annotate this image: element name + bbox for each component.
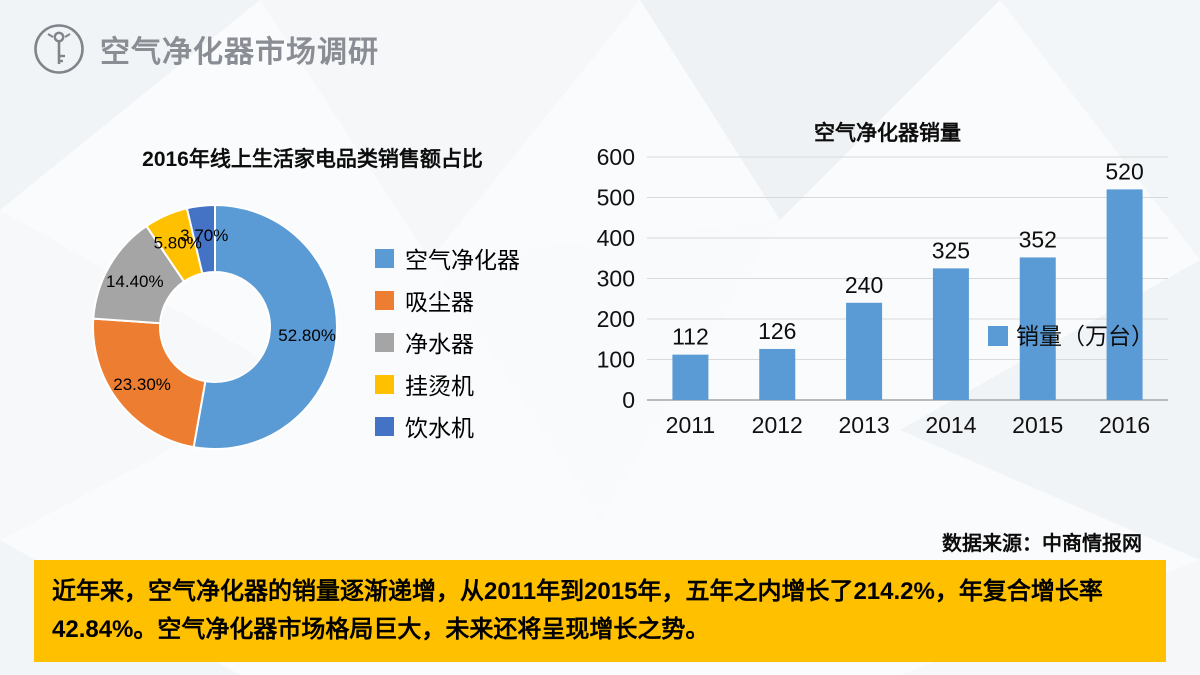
- y-axis-tick-label: 100: [597, 347, 635, 373]
- pie-slice: [92, 317, 207, 449]
- y-axis-tick-label: 0: [622, 387, 635, 413]
- data-source-note: 数据来源：中商情报网: [942, 533, 1142, 555]
- summary-line-1: 近年来，空气净化器的销量逐渐递增，从2011年到2015年，五年之内增长了214…: [52, 578, 1103, 606]
- bar-chart: 0 100 200 300 400 500 600 112 2011 126 2012 240 2013…: [597, 144, 1168, 438]
- legend-swatch: [375, 332, 394, 352]
- bar: [759, 348, 796, 400]
- bar-value-label: 352: [1019, 226, 1057, 252]
- legend-label: 挂烫机: [405, 373, 474, 399]
- bar-value-label: 126: [758, 318, 796, 344]
- bar-chart-panel: 空气净化器销量 0 100 200 300 400 500 600 112 2011 126 201…: [595, 105, 1180, 457]
- pie-data-label: 5.80%: [154, 233, 202, 252]
- pie-data-label: 52.80%: [278, 326, 336, 345]
- bar-chart-title: 空气净化器销量: [814, 122, 961, 145]
- legend-item: 吸尘器: [375, 288, 520, 315]
- bar-value-label: 520: [1105, 158, 1143, 184]
- x-axis-category-label: 2012: [752, 412, 803, 438]
- x-axis-category-label: 2013: [838, 412, 889, 438]
- legend-item: 空气净化器: [375, 246, 520, 273]
- bar-value-label: 325: [932, 237, 970, 263]
- pie-chart-panel: 2016年线上生活家电品类销售额占比 52.80% 23.30% 14.40% 5.8…: [60, 135, 565, 480]
- legend-item: 挂烫机: [375, 372, 520, 399]
- x-axis-category-label: 2011: [666, 412, 715, 438]
- y-axis-tick-label: 600: [597, 144, 635, 170]
- x-axis-category-label: 2014: [925, 412, 976, 438]
- bar: [932, 268, 969, 400]
- legend-swatch: [375, 416, 394, 436]
- pie-data-label: 23.30%: [113, 375, 171, 394]
- y-axis-tick-label: 200: [597, 306, 635, 332]
- legend-label: 吸尘器: [405, 289, 474, 315]
- y-axis-tick-label: 500: [597, 185, 635, 211]
- legend-item: 净水器: [375, 330, 520, 357]
- legend-label: 净水器: [405, 331, 474, 357]
- key-emblem-icon: [34, 24, 84, 74]
- x-axis-category-label: 2015: [1012, 412, 1063, 438]
- summary-line-2: 42.84%。空气净化器市场格局巨大，未来还将呈现增长之势。: [52, 616, 710, 643]
- page-title: 空气净化器市场调研: [100, 36, 379, 69]
- x-axis-category-label: 2016: [1099, 412, 1150, 438]
- legend-label: 空气净化器: [405, 247, 520, 273]
- bar-legend-label: 销量（万台）: [1016, 323, 1154, 349]
- pie-data-label: 3.70%: [180, 226, 228, 245]
- legend-swatch: [375, 248, 394, 268]
- donut-chart: 52.80% 23.30% 14.40% 5.80%3.70%: [92, 203, 338, 450]
- pie-slice: [192, 203, 338, 450]
- bar: [1019, 257, 1056, 400]
- bar: [1106, 189, 1143, 400]
- y-axis-tick-label: 300: [597, 266, 635, 292]
- legend-label: 饮水机: [405, 415, 474, 441]
- bar-legend-swatch: [988, 326, 1008, 346]
- header: 空气净化器市场调研: [32, 22, 379, 76]
- bar-value-label: 240: [845, 272, 883, 298]
- y-axis-tick-label: 400: [597, 225, 635, 251]
- bar: [672, 354, 709, 400]
- legend-swatch: [375, 290, 394, 310]
- summary-banner: 近年来，空气净化器的销量逐渐递增，从2011年到2015年，五年之内增长了214…: [34, 560, 1166, 662]
- pie-legend: 空气净化器吸尘器净水器挂烫机饮水机: [375, 246, 520, 441]
- legend-swatch: [375, 374, 394, 394]
- bar-value-label: 112: [672, 324, 709, 350]
- bar: [846, 302, 883, 400]
- pie-slice: [185, 203, 216, 275]
- legend-item: 饮水机: [375, 414, 520, 441]
- pie-data-label: 14.40%: [106, 272, 164, 291]
- pie-chart-title: 2016年线上生活家电品类销售额占比: [142, 148, 483, 171]
